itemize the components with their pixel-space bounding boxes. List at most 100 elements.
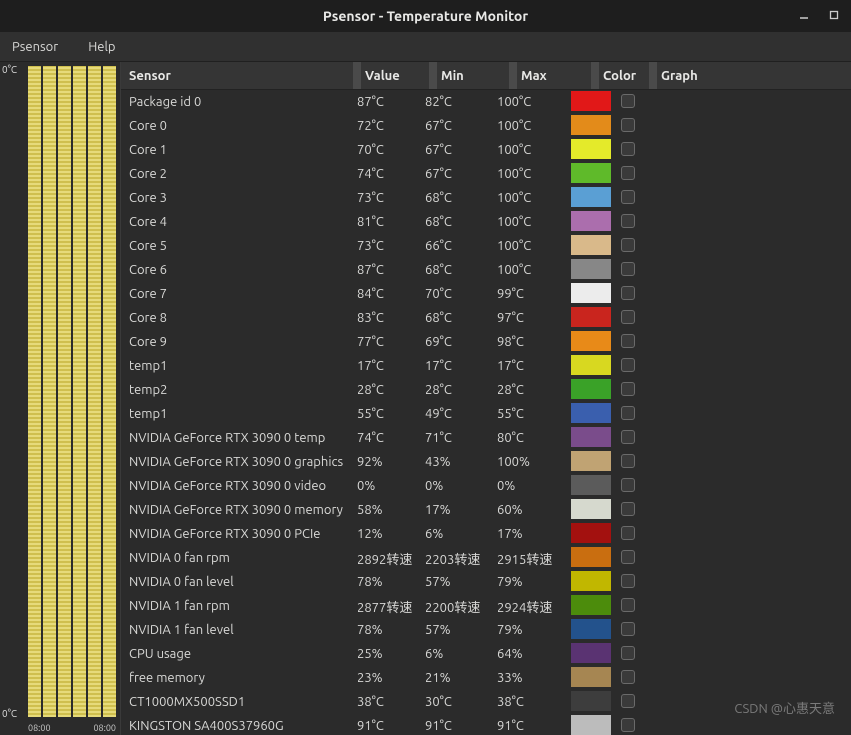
cell-graph[interactable] — [617, 262, 667, 279]
color-swatch[interactable] — [571, 427, 611, 447]
table-row[interactable]: CT1000MX500SSD138°C30°C38°C — [121, 690, 851, 714]
cell-graph[interactable] — [617, 598, 667, 615]
cell-color[interactable] — [567, 523, 617, 546]
cell-graph[interactable] — [617, 238, 667, 255]
graph-checkbox[interactable] — [621, 358, 635, 372]
table-row[interactable]: NVIDIA GeForce RTX 3090 0 graphics92%43%… — [121, 450, 851, 474]
table-row[interactable]: Core 373°C68°C100°C — [121, 186, 851, 210]
graph-checkbox[interactable] — [621, 574, 635, 588]
table-row[interactable]: temp228°C28°C28°C — [121, 378, 851, 402]
graph-checkbox[interactable] — [621, 142, 635, 156]
table-row[interactable]: Package id 087°C82°C100°C — [121, 90, 851, 114]
cell-color[interactable] — [567, 643, 617, 666]
color-swatch[interactable] — [571, 355, 611, 375]
header-sensor[interactable]: Sensor — [125, 69, 353, 83]
graph-checkbox[interactable] — [621, 670, 635, 684]
graph-checkbox[interactable] — [621, 550, 635, 564]
graph-checkbox[interactable] — [621, 694, 635, 708]
header-color[interactable]: Color — [599, 69, 649, 83]
color-swatch[interactable] — [571, 331, 611, 351]
cell-color[interactable] — [567, 547, 617, 570]
table-row[interactable]: Core 481°C68°C100°C — [121, 210, 851, 234]
table-row[interactable]: Core 687°C68°C100°C — [121, 258, 851, 282]
color-swatch[interactable] — [571, 691, 611, 711]
cell-graph[interactable] — [617, 118, 667, 135]
table-row[interactable]: Core 170°C67°C100°C — [121, 138, 851, 162]
table-row[interactable]: temp117°C17°C17°C — [121, 354, 851, 378]
cell-graph[interactable] — [617, 646, 667, 663]
table-row[interactable]: Core 784°C70°C99°C — [121, 282, 851, 306]
cell-color[interactable] — [567, 715, 617, 735]
maximize-button[interactable] — [823, 4, 845, 26]
color-swatch[interactable] — [571, 499, 611, 519]
cell-color[interactable] — [567, 259, 617, 282]
menu-psensor[interactable]: Psensor — [6, 37, 64, 57]
cell-color[interactable] — [567, 115, 617, 138]
cell-graph[interactable] — [617, 214, 667, 231]
table-row[interactable]: NVIDIA GeForce RTX 3090 0 temp74°C71°C80… — [121, 426, 851, 450]
header-value[interactable]: Value — [361, 69, 429, 83]
color-swatch[interactable] — [571, 91, 611, 111]
cell-color[interactable] — [567, 619, 617, 642]
cell-graph[interactable] — [617, 142, 667, 159]
graph-checkbox[interactable] — [621, 454, 635, 468]
graph-checkbox[interactable] — [621, 646, 635, 660]
color-swatch[interactable] — [571, 403, 611, 423]
cell-graph[interactable] — [617, 502, 667, 519]
cell-color[interactable] — [567, 571, 617, 594]
cell-color[interactable] — [567, 91, 617, 114]
table-row[interactable]: Core 883°C68°C97°C — [121, 306, 851, 330]
cell-color[interactable] — [567, 667, 617, 690]
cell-graph[interactable] — [617, 478, 667, 495]
cell-color[interactable] — [567, 211, 617, 234]
cell-color[interactable] — [567, 187, 617, 210]
table-row[interactable]: KINGSTON SA400S37960G91°C91°C91°C — [121, 714, 851, 735]
graph-checkbox[interactable] — [621, 94, 635, 108]
cell-color[interactable] — [567, 451, 617, 474]
header-min[interactable]: Min — [437, 69, 509, 83]
cell-color[interactable] — [567, 235, 617, 258]
table-row[interactable]: Core 072°C67°C100°C — [121, 114, 851, 138]
menu-help[interactable]: Help — [82, 37, 121, 57]
graph-checkbox[interactable] — [621, 622, 635, 636]
cell-color[interactable] — [567, 163, 617, 186]
cell-graph[interactable] — [617, 718, 667, 735]
cell-graph[interactable] — [617, 166, 667, 183]
graph-checkbox[interactable] — [621, 502, 635, 516]
cell-graph[interactable] — [617, 550, 667, 567]
graph-checkbox[interactable] — [621, 238, 635, 252]
color-swatch[interactable] — [571, 475, 611, 495]
cell-color[interactable] — [567, 427, 617, 450]
table-row[interactable]: Core 274°C67°C100°C — [121, 162, 851, 186]
graph-checkbox[interactable] — [621, 166, 635, 180]
color-swatch[interactable] — [571, 643, 611, 663]
cell-color[interactable] — [567, 307, 617, 330]
graph-checkbox[interactable] — [621, 382, 635, 396]
color-swatch[interactable] — [571, 619, 611, 639]
minimize-button[interactable] — [793, 4, 815, 26]
graph-checkbox[interactable] — [621, 190, 635, 204]
cell-graph[interactable] — [617, 406, 667, 423]
cell-color[interactable] — [567, 139, 617, 162]
color-swatch[interactable] — [571, 307, 611, 327]
table-row[interactable]: NVIDIA 1 fan rpm2877转速2200转速2924转速 — [121, 594, 851, 618]
color-swatch[interactable] — [571, 115, 611, 135]
graph-checkbox[interactable] — [621, 478, 635, 492]
header-graph[interactable]: Graph — [657, 69, 707, 83]
cell-color[interactable] — [567, 403, 617, 426]
cell-color[interactable] — [567, 355, 617, 378]
color-swatch[interactable] — [571, 211, 611, 231]
cell-color[interactable] — [567, 691, 617, 714]
color-swatch[interactable] — [571, 283, 611, 303]
cell-graph[interactable] — [617, 382, 667, 399]
color-swatch[interactable] — [571, 139, 611, 159]
cell-graph[interactable] — [617, 622, 667, 639]
cell-graph[interactable] — [617, 670, 667, 687]
table-row[interactable]: free memory23%21%33% — [121, 666, 851, 690]
cell-graph[interactable] — [617, 526, 667, 543]
color-swatch[interactable] — [571, 451, 611, 471]
cell-color[interactable] — [567, 595, 617, 618]
color-swatch[interactable] — [571, 595, 611, 615]
cell-graph[interactable] — [617, 358, 667, 375]
table-row[interactable]: Core 977°C69°C98°C — [121, 330, 851, 354]
